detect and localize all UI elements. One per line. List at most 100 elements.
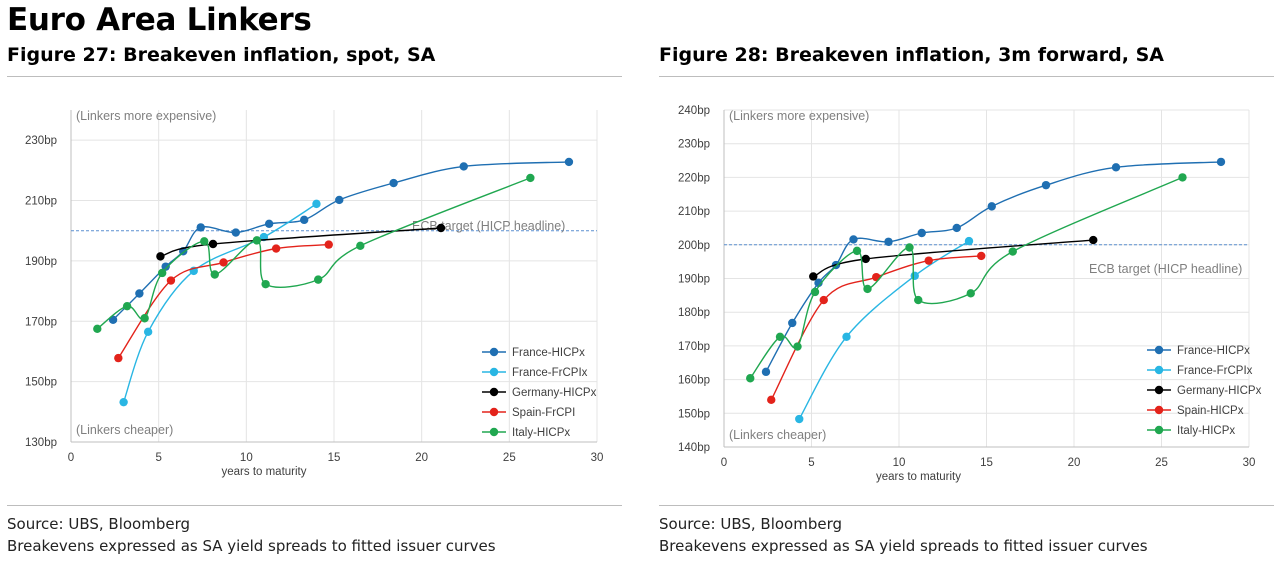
y-tick-label: 240bp: [678, 105, 710, 117]
data-point-france-hicpx: [987, 202, 996, 211]
data-point-italy-hicpx: [252, 236, 262, 245]
y-tick-label: 230bp: [25, 135, 57, 147]
data-point-france-frcpix: [795, 414, 804, 424]
data-point-italy-hicpx: [200, 237, 209, 246]
y-tick-label: 210bp: [25, 196, 57, 208]
data-point-italy-hicpx: [314, 275, 323, 284]
data-point-italy-hicpx: [793, 342, 802, 351]
data-point-france-hicpx: [231, 228, 241, 237]
method-note-left: Breakevens expressed as SA yield spreads…: [7, 537, 496, 555]
data-point-france-frcpix: [119, 397, 128, 407]
data-point-germany-hicpx: [156, 252, 165, 261]
data-point-spain-frcpi: [219, 258, 228, 267]
legend-marker: [1154, 425, 1164, 435]
legend-label: Italy-HICPx: [1177, 425, 1235, 437]
x-axis-title: years to maturity: [876, 471, 961, 483]
legend-label: Germany-HICPx: [1177, 385, 1262, 397]
y-tick-label: 150bp: [25, 377, 57, 389]
legend-label: France-FrCPIx: [512, 367, 588, 379]
data-point-spain-frcpi: [924, 256, 933, 265]
data-point-spain-frcpi: [872, 272, 881, 282]
y-tick-label: 170bp: [678, 341, 710, 353]
legend-label: Spain-FrCPI: [512, 407, 575, 419]
data-point-italy-hicpx: [810, 287, 820, 297]
data-point-france-hicpx: [161, 262, 170, 271]
ecb-target-label: ECB target (HICP headline): [412, 219, 565, 233]
x-tick-label: 25: [1155, 457, 1168, 469]
figure-28-chart: 140bp 150bp 160bp 170bp 180bp 190bp 200bp 210bp…: [678, 105, 1262, 483]
annotation-linkers-cheaper: (Linkers cheaper): [729, 428, 826, 442]
legend-marker: [1154, 385, 1164, 395]
data-point-france-hicpx: [1216, 157, 1226, 167]
x-tick-label: 5: [155, 452, 161, 464]
data-point-france-hicpx: [884, 237, 893, 246]
data-point-france-hicpx: [264, 219, 274, 228]
x-tick-label: 25: [503, 452, 516, 464]
legend-label: France-FrCPIx: [1177, 365, 1253, 377]
data-point-spain-frcpi: [819, 295, 828, 305]
x-tick-label: 10: [893, 457, 906, 469]
data-point-italy-hicpx: [905, 243, 914, 252]
footer-divider-left: [7, 505, 622, 506]
data-point-spain-frcpi: [324, 240, 333, 249]
data-point-france-frcpix: [143, 327, 153, 337]
data-point-spain-frcpi: [271, 244, 281, 253]
y-tick-label: 200bp: [678, 240, 710, 252]
data-point-france-hicpx: [761, 367, 771, 377]
data-point-france-hicpx: [814, 278, 823, 288]
data-point-spain-frcpi: [767, 395, 776, 405]
data-point-france-hicpx: [564, 157, 574, 167]
legend-label: Italy-HICPx: [512, 427, 570, 439]
x-axis-title: years to maturity: [222, 466, 307, 478]
data-point-france-hicpx: [849, 235, 858, 244]
data-point-france-hicpx: [389, 178, 398, 188]
data-point-france-hicpx: [196, 223, 205, 232]
y-tick-label: 210bp: [678, 206, 710, 218]
legend-marker: [489, 367, 499, 377]
series-line-germany-hicpx: [160, 227, 442, 258]
data-point-germany-hicpx: [809, 272, 818, 281]
y-tick-label: 230bp: [678, 139, 710, 151]
data-point-italy-hicpx: [261, 279, 270, 289]
data-point-france-hicpx: [1041, 180, 1051, 190]
source-note-left: Source: UBS, Bloomberg: [7, 515, 191, 533]
data-point-france-hicpx: [952, 223, 961, 233]
source-note-right: Source: UBS, Bloomberg: [659, 515, 843, 533]
y-tick-label: 130bp: [25, 437, 57, 449]
data-point-italy-hicpx: [122, 301, 132, 311]
title-divider-left: [7, 76, 622, 77]
series-line-france-hicpx: [112, 161, 569, 321]
annotation-linkers-more-expensive: (Linkers more expensive): [729, 109, 869, 123]
data-point-italy-hicpx: [852, 246, 862, 256]
legend-marker: [489, 407, 499, 417]
data-point-france-frcpix: [842, 332, 851, 342]
title-divider-right: [659, 76, 1274, 77]
legend-label: Germany-HICPx: [512, 387, 597, 399]
data-point-italy-hicpx: [775, 332, 785, 342]
data-point-france-hicpx: [917, 228, 926, 238]
x-tick-label: 15: [980, 457, 993, 469]
data-point-italy-hicpx: [93, 324, 102, 334]
series-line-france-frcpix: [798, 240, 970, 420]
y-tick-label: 190bp: [25, 256, 57, 268]
figure-28-title: Figure 28: Breakeven inflation, 3m forwa…: [659, 44, 1164, 66]
x-tick-label: 30: [1243, 457, 1256, 469]
annotation-linkers-cheaper: (Linkers cheaper): [76, 423, 173, 437]
legend-label: France-HICPx: [512, 347, 585, 359]
legend-marker: [1154, 345, 1164, 355]
data-point-italy-hicpx: [356, 241, 365, 251]
y-tick-label: 220bp: [678, 172, 710, 184]
data-point-spain-frcpi: [166, 276, 176, 285]
data-point-italy-hicpx: [1008, 247, 1017, 256]
data-point-italy-hicpx: [140, 314, 149, 323]
x-tick-label: 15: [328, 452, 341, 464]
ecb-target-label: ECB target (HICP headline): [1089, 262, 1242, 276]
data-point-germany-hicpx: [436, 223, 446, 233]
data-point-italy-hicpx: [746, 374, 755, 383]
x-tick-label: 20: [415, 452, 428, 464]
y-tick-label: 160bp: [678, 375, 710, 387]
data-point-france-hicpx: [335, 195, 344, 205]
data-point-italy-hicpx: [526, 173, 535, 183]
data-point-france-frcpix: [312, 199, 321, 209]
data-point-italy-hicpx: [863, 284, 872, 294]
